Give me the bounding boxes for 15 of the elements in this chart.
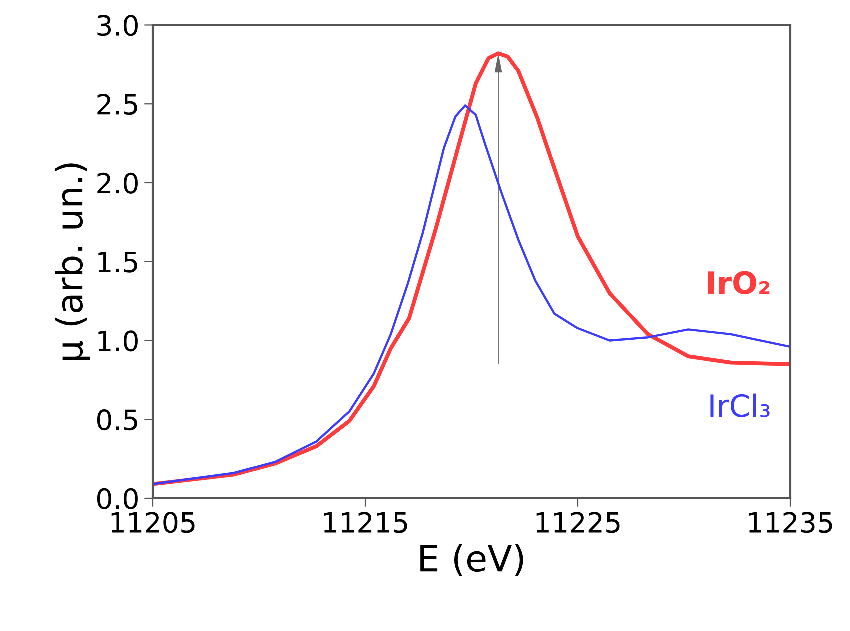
y-tick-label: 2.5: [98, 94, 138, 116]
y-tick-label: 0.0: [97, 488, 138, 510]
y-tick-label: 3.0: [98, 15, 138, 36]
x-tick-label: 11215: [324, 512, 408, 534]
x-tick-label: 11235: [749, 512, 832, 534]
y-axis-title: μ (arb. un.): [55, 164, 90, 360]
x-tick-label: 11225: [536, 512, 620, 534]
y-tick-label: 2.0: [98, 172, 138, 194]
y-tick-label: 0.5: [97, 410, 138, 431]
y-tick-label: 1.5: [98, 252, 138, 273]
y-tick-label: 1.0: [98, 330, 138, 352]
x-axis-title: E (eV): [420, 544, 524, 576]
text: IrO₂: [708, 271, 770, 294]
series-label: IrCl₃: [710, 394, 770, 418]
x-tick-label: 11205: [112, 512, 195, 534]
